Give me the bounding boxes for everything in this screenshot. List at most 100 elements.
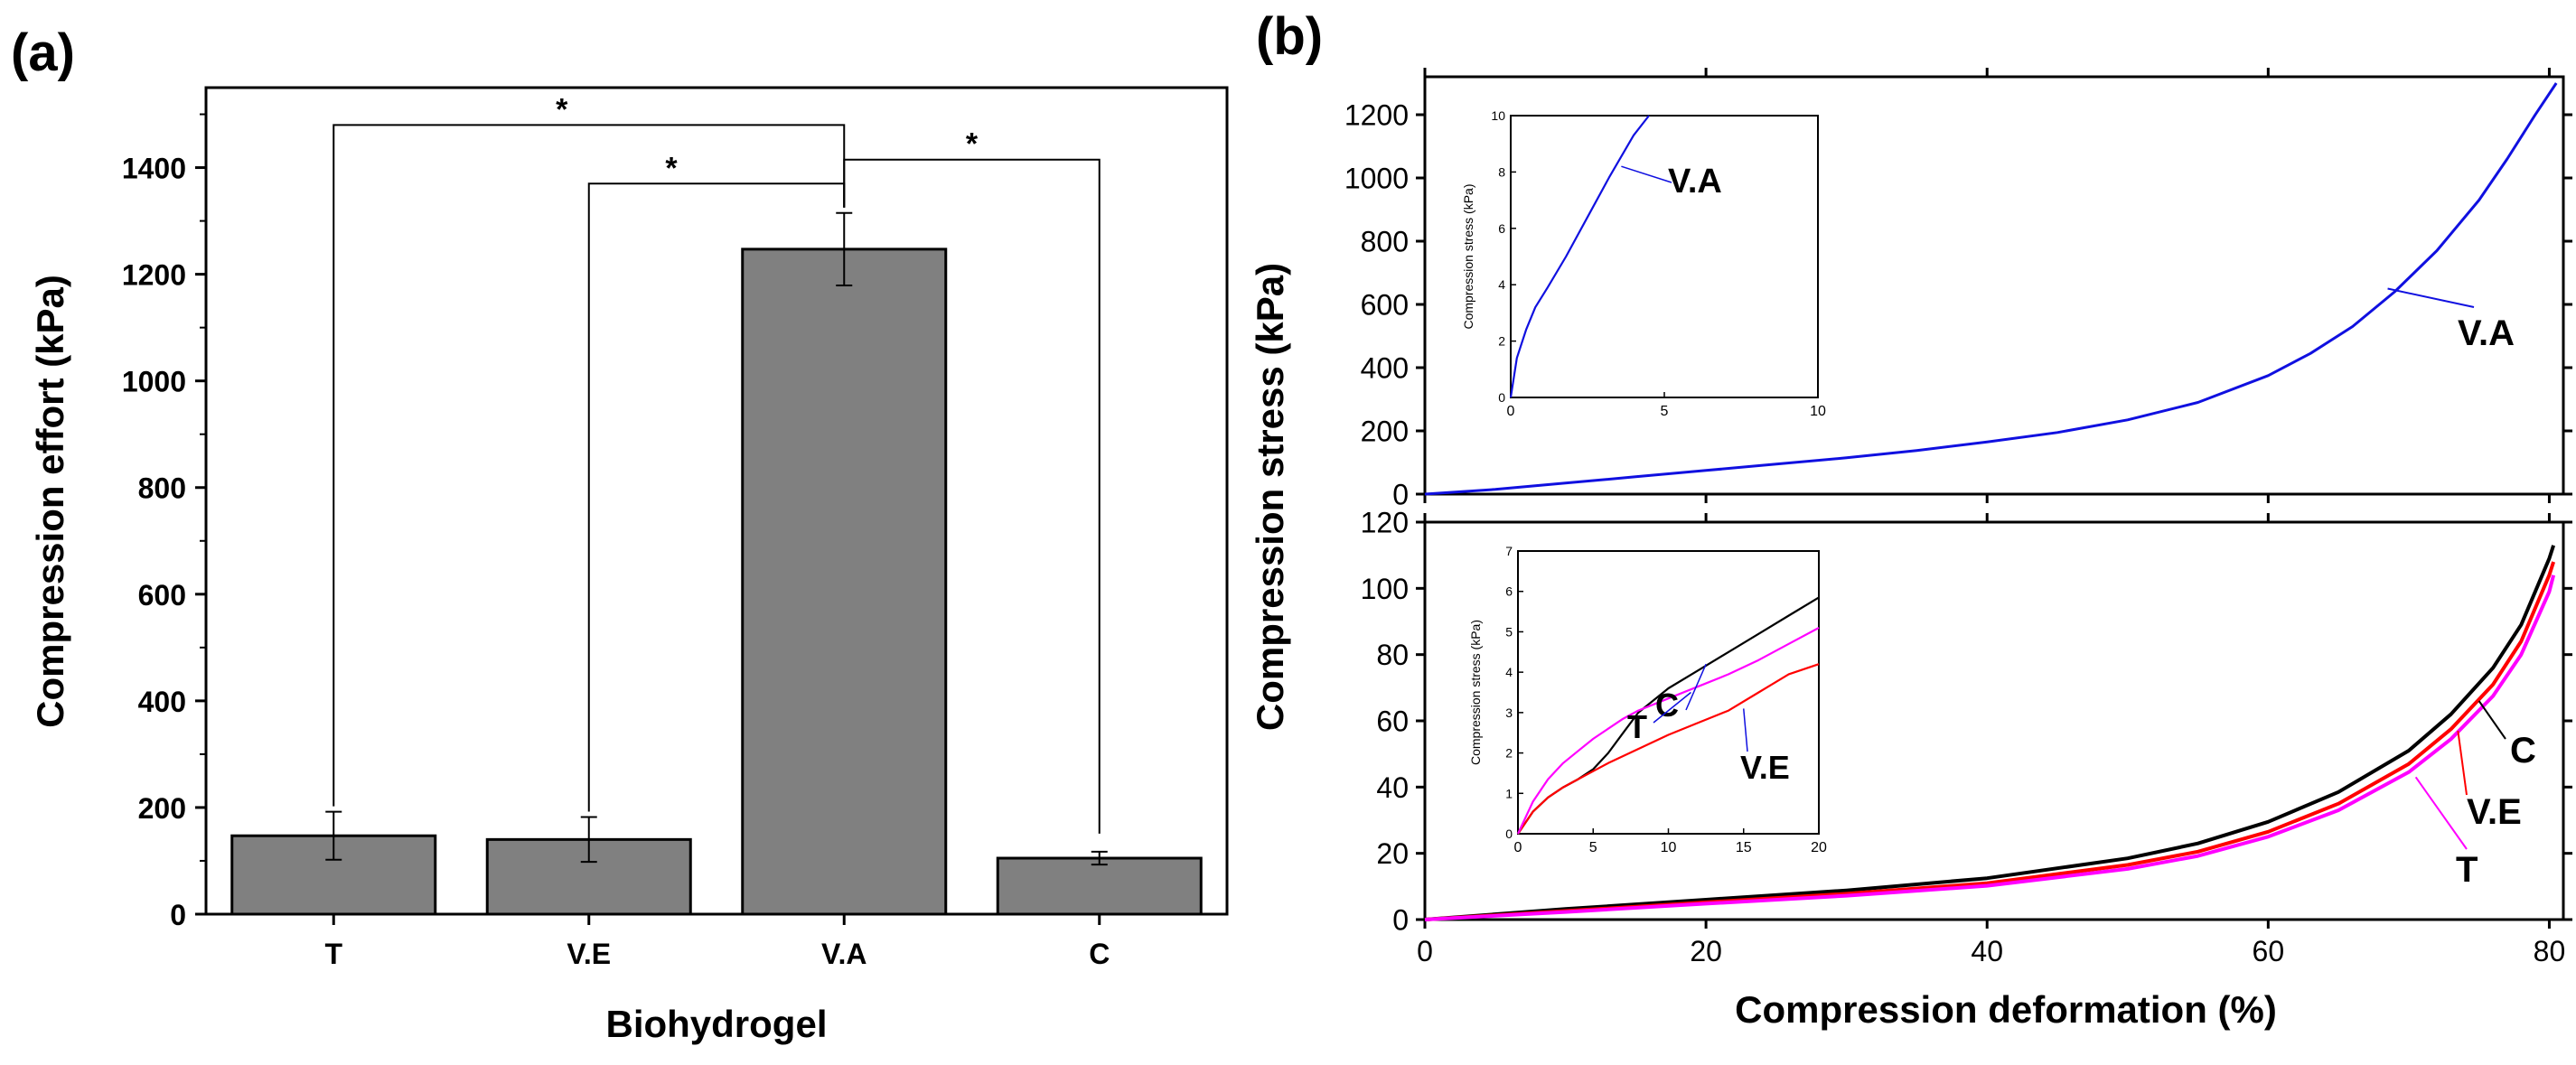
label-leader-t bbox=[2414, 776, 2468, 850]
y-tick-label: 0 bbox=[1392, 479, 1409, 511]
b-top-plot: 0 200 400 600 800 1000 1200 V.A 0 2 4 6 8 10 0 5 10 Compr… bbox=[1344, 68, 2572, 511]
x-axis-title-b: Compression deformation (%) bbox=[1735, 988, 2277, 1031]
inset-y-tick-label: 2 bbox=[1505, 746, 1513, 761]
y-tick-label: 80 bbox=[1376, 639, 1409, 671]
inset-y-tick-label: 8 bbox=[1498, 164, 1505, 179]
plot-frame-b-top bbox=[1423, 75, 2565, 496]
series-label-va: V.A bbox=[2458, 313, 2515, 353]
inset-frame bbox=[1517, 550, 1820, 835]
plot-frame-a bbox=[204, 86, 1229, 916]
inset-x-tick-label: 5 bbox=[1661, 404, 1669, 419]
x-tick-label: V.A bbox=[821, 938, 866, 970]
inset-y-tick-label: 4 bbox=[1505, 665, 1513, 679]
b-bottom-plot: 0 20 40 60 80 100 120 0 20 40 60 80 C V.E T 0 1 2 3 4 5 6 7 0 5 1… bbox=[1361, 507, 2572, 967]
inset-y-tick-label: 6 bbox=[1505, 584, 1513, 599]
y-tick-label: 600 bbox=[1361, 289, 1409, 322]
y-tick-label: 1200 bbox=[122, 259, 186, 292]
y-tick-label: 800 bbox=[1361, 226, 1409, 258]
inset-label-va: V.A bbox=[1668, 163, 1722, 201]
inset-y-tick-label: 6 bbox=[1498, 221, 1505, 236]
inset-y-tick-label: 7 bbox=[1505, 544, 1513, 558]
inset-x-tick-label: 0 bbox=[1514, 840, 1522, 855]
panel-label-a: (a) bbox=[11, 23, 75, 82]
y-tick-label: 0 bbox=[1392, 904, 1409, 937]
inset-y-tick-label: 10 bbox=[1491, 108, 1505, 123]
x-tick-label: 0 bbox=[1417, 935, 1433, 967]
x-axis-a: T V.E V.A C bbox=[324, 914, 1110, 970]
label-leader-ve bbox=[2457, 730, 2468, 796]
inset-y-tick-label: 3 bbox=[1505, 705, 1513, 720]
inset-y-tick-label: 1 bbox=[1505, 786, 1513, 800]
y-tick-label: 400 bbox=[1361, 352, 1409, 385]
significance-star: * bbox=[966, 127, 979, 162]
bar-c bbox=[996, 856, 1203, 916]
panel-label-b: (b) bbox=[1256, 7, 1323, 66]
series-line-va bbox=[1424, 82, 2558, 496]
x-tick-label: 80 bbox=[2534, 935, 2566, 967]
significance-bracket bbox=[843, 158, 1101, 834]
x-tick-label: 20 bbox=[1690, 935, 1722, 967]
inset-x-tick-label: 10 bbox=[1810, 404, 1826, 419]
inset-y-tick-label: 0 bbox=[1505, 827, 1513, 841]
label-leader-c bbox=[2478, 700, 2506, 740]
inset-x-tick-label: 5 bbox=[1589, 840, 1597, 855]
inset-series-va bbox=[1509, 115, 1650, 398]
inset-y-axis-title: Compression stress (kPa) bbox=[1468, 620, 1483, 765]
y-tick-label: 200 bbox=[1361, 416, 1409, 448]
x-tick-label: V.E bbox=[567, 938, 611, 970]
inset-leader-va bbox=[1621, 165, 1672, 183]
y-tick-label: 1400 bbox=[122, 153, 186, 185]
y-tick-label: 1000 bbox=[122, 366, 186, 398]
series-label-c: C bbox=[2510, 731, 2536, 771]
y-tick-label: 20 bbox=[1376, 837, 1409, 870]
x-tick-label: 40 bbox=[1971, 935, 2003, 967]
y-tick-label: 100 bbox=[1361, 573, 1409, 605]
y-tick-label: 1200 bbox=[1344, 99, 1409, 132]
inset-y-axis-title: Compression stress (kPa) bbox=[1461, 183, 1475, 329]
series-line-c bbox=[1424, 545, 2556, 921]
series-label-ve: V.E bbox=[2467, 792, 2522, 832]
y-tick-label: 200 bbox=[138, 792, 186, 825]
inset-label-t: T bbox=[1627, 708, 1647, 745]
inset-y-tick-label: 4 bbox=[1498, 277, 1505, 292]
series-label-t: T bbox=[2456, 850, 2478, 890]
panel-a: (a) 0 200 400 600 800 1000 1200 1400 T V.E V.A C *… bbox=[11, 23, 1229, 1045]
inset-leader-c bbox=[1685, 663, 1707, 711]
y-axis-a: 0 200 400 600 800 1000 1200 1400 bbox=[122, 113, 206, 931]
inset-x-tick-label: 0 bbox=[1507, 404, 1515, 419]
inset-leader-t bbox=[1653, 691, 1691, 724]
x-tick-label: T bbox=[324, 938, 342, 970]
inset-x-tick-label: 10 bbox=[1661, 840, 1677, 855]
y-tick-label: 800 bbox=[138, 472, 186, 505]
inset-y-tick-label: 5 bbox=[1505, 624, 1513, 639]
series-line-t bbox=[1424, 575, 2556, 921]
y-tick-label: 400 bbox=[138, 686, 186, 718]
inset-y-tick-label: 2 bbox=[1498, 334, 1505, 349]
significance-star: * bbox=[556, 92, 568, 126]
y-tick-label: 40 bbox=[1376, 771, 1409, 804]
inset-x-tick-label: 20 bbox=[1811, 840, 1827, 855]
y-tick-label: 120 bbox=[1361, 507, 1409, 539]
bar-marks bbox=[230, 211, 1203, 916]
x-tick-label: 60 bbox=[2253, 935, 2285, 967]
y-axis-title-a: Compression effort (kPa) bbox=[29, 275, 71, 728]
significance-star: * bbox=[665, 151, 678, 185]
inset-frame bbox=[1510, 115, 1819, 398]
inset-series-t bbox=[1517, 627, 1820, 835]
y-tick-label: 600 bbox=[138, 579, 186, 612]
label-leader-va bbox=[2387, 287, 2475, 308]
y-tick-label: 0 bbox=[170, 899, 186, 931]
inset-y-tick-label: 0 bbox=[1498, 390, 1505, 405]
y-tick-label: 1000 bbox=[1344, 163, 1409, 195]
bar-va bbox=[741, 248, 948, 916]
y-tick-label: 60 bbox=[1376, 705, 1409, 738]
inset-leader-ve bbox=[1743, 708, 1748, 752]
inset-x-tick-label: 15 bbox=[1736, 840, 1752, 855]
significance-brackets: * * * bbox=[333, 92, 1101, 834]
inset-series-ve bbox=[1517, 663, 1820, 835]
y-axis-title-b: Compression stress (kPa) bbox=[1249, 263, 1291, 731]
inset-label-ve: V.E bbox=[1740, 749, 1790, 786]
x-tick-label: C bbox=[1089, 938, 1110, 970]
